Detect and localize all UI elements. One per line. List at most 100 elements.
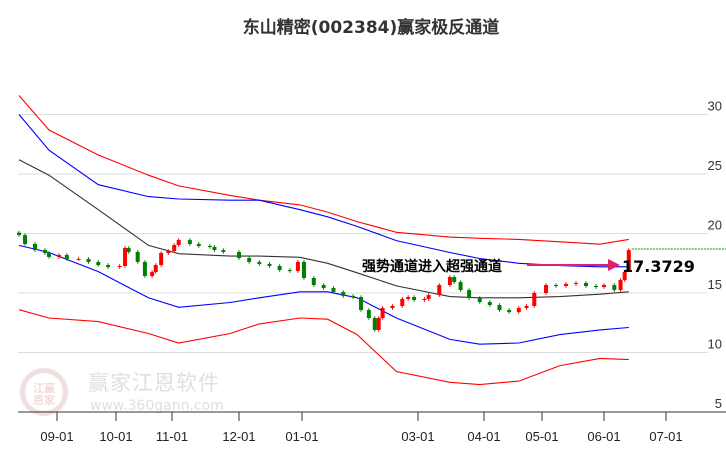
candle xyxy=(247,256,252,264)
candle xyxy=(142,260,147,278)
y-tick-label: 25 xyxy=(708,158,722,173)
candle-body xyxy=(574,283,578,285)
candle xyxy=(366,308,371,320)
candle-body xyxy=(221,250,226,252)
candle xyxy=(584,281,588,288)
x-tick-label: 10-01 xyxy=(99,429,132,444)
candle-body xyxy=(487,302,492,306)
candle-body xyxy=(564,283,568,286)
candle-body xyxy=(17,232,21,236)
candle xyxy=(277,264,282,272)
candle xyxy=(106,263,111,269)
candle xyxy=(172,243,177,253)
watermark-logo: 江赢恩家 xyxy=(20,368,68,416)
y-tick-label: 15 xyxy=(708,277,722,292)
candle xyxy=(341,290,346,298)
candle-body xyxy=(150,272,155,276)
candle-body xyxy=(23,235,27,244)
candle xyxy=(507,308,512,314)
annotation-text: 强势通道进入超强通道 xyxy=(362,258,502,275)
candle-body xyxy=(295,261,300,271)
candle-body xyxy=(452,277,457,283)
candle xyxy=(96,260,101,267)
candle-body xyxy=(406,297,411,299)
candle xyxy=(406,295,411,301)
candle-body xyxy=(516,307,521,313)
candle xyxy=(257,260,262,266)
candle-body xyxy=(321,285,326,289)
band-upper-outer xyxy=(18,95,629,245)
candle-body xyxy=(422,298,427,301)
candle xyxy=(17,230,21,237)
candle-body xyxy=(126,248,131,252)
candle-body xyxy=(64,255,69,259)
candle-body xyxy=(437,285,442,296)
candle xyxy=(574,281,578,286)
candle xyxy=(497,303,502,312)
candle-body xyxy=(412,297,417,301)
candle-body xyxy=(544,285,548,293)
candle-body xyxy=(159,253,164,266)
candle-body xyxy=(467,290,472,298)
candle-body xyxy=(602,285,606,288)
candle xyxy=(187,238,192,246)
candle-body xyxy=(497,305,502,311)
candle-body xyxy=(618,280,623,291)
candle-body xyxy=(166,250,171,254)
candle-body xyxy=(477,297,482,303)
candle-body xyxy=(33,243,37,251)
candle xyxy=(287,268,292,273)
candle xyxy=(237,250,241,260)
candle xyxy=(150,270,155,278)
candle-body xyxy=(372,317,377,331)
candle-body xyxy=(584,283,588,286)
candle-body xyxy=(207,245,212,247)
candle xyxy=(267,262,272,268)
x-tick-label: 05-01 xyxy=(525,429,558,444)
candle xyxy=(166,249,171,255)
candle-body xyxy=(56,255,61,257)
candle xyxy=(159,251,164,267)
candle-body xyxy=(458,282,463,291)
candle xyxy=(301,260,306,280)
candle xyxy=(207,244,212,249)
candle-body xyxy=(554,285,558,287)
candle xyxy=(544,283,548,295)
candle xyxy=(447,275,452,287)
candle-body xyxy=(96,261,101,266)
candle-body xyxy=(135,251,140,262)
candle xyxy=(135,250,140,264)
candle xyxy=(23,233,27,246)
candle xyxy=(43,248,47,255)
candle-body xyxy=(247,258,252,262)
candle-body xyxy=(187,240,192,244)
candle-body xyxy=(426,295,431,299)
candle xyxy=(33,242,37,252)
candle xyxy=(426,293,431,301)
candle xyxy=(467,288,472,300)
candle-body xyxy=(380,307,385,318)
chart-title: 东山精密(002384)赢家极反通道 xyxy=(242,18,500,38)
band-middle xyxy=(18,159,629,299)
candle xyxy=(626,248,631,273)
candle xyxy=(126,246,131,254)
candle xyxy=(196,242,201,248)
annotation-value: 17.3729 xyxy=(622,257,695,276)
candle-body xyxy=(376,317,381,331)
x-tick-label: 01-01 xyxy=(285,429,318,444)
candle xyxy=(358,295,363,312)
watermark-name: 赢家江恩软件 xyxy=(88,371,220,395)
candle xyxy=(380,306,385,320)
candle xyxy=(176,238,181,247)
candle-body xyxy=(212,246,217,251)
candle xyxy=(76,257,81,261)
candle xyxy=(47,251,51,259)
candle xyxy=(524,304,529,310)
candle xyxy=(412,295,417,302)
y-tick-label: 30 xyxy=(708,99,722,114)
x-tick-label: 03-01 xyxy=(401,429,434,444)
y-tick-label: 10 xyxy=(708,337,722,352)
candle xyxy=(532,291,537,308)
x-tick-label: 04-01 xyxy=(467,429,500,444)
